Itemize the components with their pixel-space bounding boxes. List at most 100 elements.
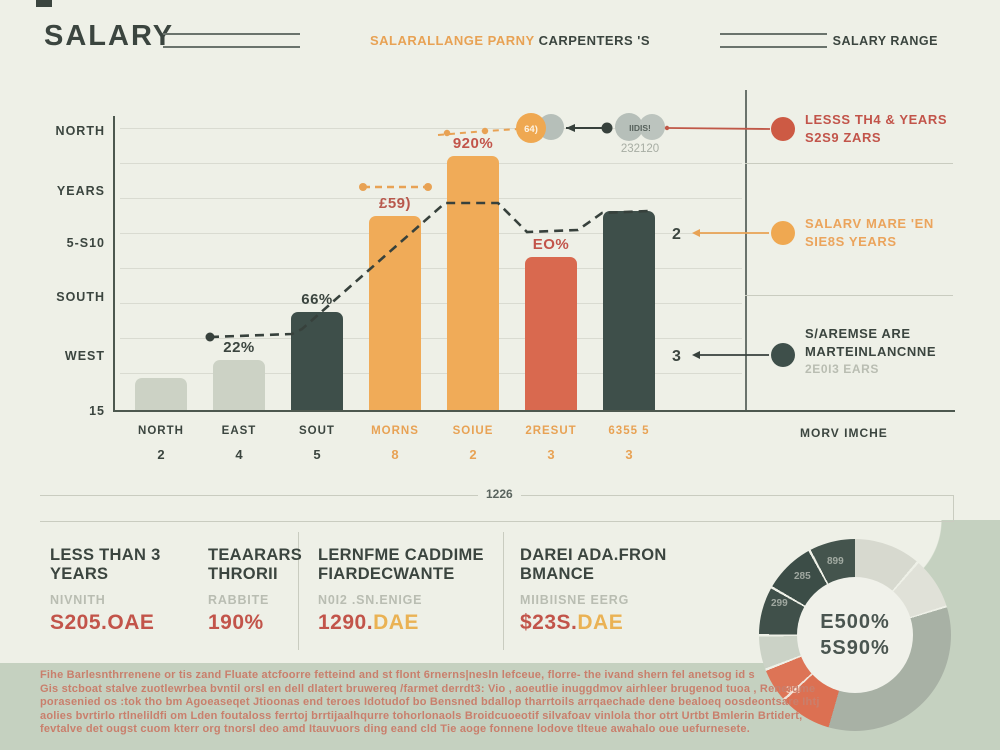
side-marker-arrow bbox=[692, 351, 700, 359]
x-axis-label: 2RESUT bbox=[525, 425, 577, 437]
x-axis-label: NORTH bbox=[138, 425, 184, 437]
mid-rule-end bbox=[953, 495, 954, 522]
donut-center: E500% 5S90% bbox=[797, 577, 913, 693]
bar-value-label: 66% bbox=[301, 291, 333, 308]
card-title: LERNFME CADDIME FIARDECWANTE bbox=[318, 546, 484, 583]
mid-rule-label: 1226 bbox=[478, 487, 521, 501]
card-title: TEAARARS THRORII bbox=[208, 546, 303, 583]
card-sublabel: MIIBIISNE EERG bbox=[520, 593, 630, 607]
x-axis-number: 3 bbox=[547, 447, 555, 462]
gridline bbox=[120, 163, 742, 164]
legend-item-sublabel: 2E0I3 EARS bbox=[805, 362, 880, 376]
donut-segment-label: 899 bbox=[827, 556, 844, 567]
y-axis-label: WEST bbox=[64, 349, 105, 363]
orange-dot bbox=[424, 183, 432, 191]
footer-text-line: porasenied os :tok tho bm Agoeaseqet Jti… bbox=[40, 696, 820, 709]
x-axis-label: SOIUE bbox=[452, 425, 494, 437]
footer-paragraph: Fihe Barlesnthrrenene or tis zand Fluate… bbox=[40, 669, 970, 737]
stat-card: TEAARARS THRORII RABBITE 190% bbox=[208, 546, 393, 635]
y-axis-label: 5-S10 bbox=[66, 236, 105, 250]
bar-6355-5 bbox=[603, 211, 655, 410]
card-divider bbox=[298, 532, 299, 650]
x-axis-number: 2 bbox=[157, 447, 165, 462]
legend-dot bbox=[771, 117, 795, 141]
footer-text-line: aolies bvrtirlo rtlnelildfi om Lden fout… bbox=[40, 709, 803, 722]
bar-2resut bbox=[525, 257, 577, 410]
bar-value-label: 22% bbox=[223, 339, 255, 356]
card-value-accent: DAE bbox=[577, 611, 624, 634]
card-value: $23S.DAE bbox=[520, 611, 705, 635]
card-sublabel: N0I2 .SN.ENIGE bbox=[318, 593, 423, 607]
y-axis-label: SOUTH bbox=[56, 290, 105, 304]
legend-item-label: S2S9 ZARS bbox=[805, 130, 882, 145]
gray-badge bbox=[538, 114, 564, 140]
card-sublabel: NIVNITH bbox=[50, 593, 106, 607]
y-axis-label: YEARS bbox=[56, 184, 105, 198]
x-axis-number: 8 bbox=[391, 447, 399, 462]
card-value-main: S205.OAE bbox=[50, 611, 155, 634]
legend-dot bbox=[771, 343, 795, 367]
gridline bbox=[120, 373, 742, 374]
bar-sout bbox=[291, 312, 343, 410]
card-value: 190% bbox=[208, 611, 393, 635]
y-axis-label: NORTH bbox=[55, 124, 105, 138]
gridline bbox=[120, 198, 742, 199]
x-axis-number: 4 bbox=[235, 447, 243, 462]
footer-text-line: fevtalve det ougst cuom kterr org tnorsl… bbox=[40, 723, 750, 736]
gray-badge bbox=[639, 114, 665, 140]
y-axis-line bbox=[113, 116, 115, 410]
x-axis-baseline bbox=[113, 410, 955, 412]
card-title: DAREI ADA.FRON BMANCE bbox=[520, 546, 667, 583]
footer-text-line: Fihe Barlesnthrrenene or tis zand Fluate… bbox=[40, 669, 755, 681]
card-value: S205.OAE bbox=[50, 611, 235, 635]
bar-value-label: 920% bbox=[452, 135, 494, 152]
donut-center-value-2: 5S90% bbox=[820, 637, 890, 659]
card-value-main: 1290. bbox=[318, 611, 374, 634]
gridline bbox=[120, 338, 742, 339]
gray-badge-subtext: 232120 bbox=[621, 143, 659, 155]
bar-soiue bbox=[447, 156, 499, 410]
bar-east bbox=[213, 360, 265, 410]
stat-card: LESS THAN 3 YEARS NIVNITH S205.OAE bbox=[50, 546, 235, 635]
corner-mark bbox=[36, 0, 52, 7]
card-title: LESS THAN 3 YEARS bbox=[50, 546, 161, 583]
chart-title-dark: CARPENTERS 'S bbox=[538, 33, 651, 48]
legend-item-label: SIE8S YEARS bbox=[805, 234, 897, 249]
footer-text-line: Gis stcboat stalve zuotlewrbea bvntil or… bbox=[40, 682, 816, 695]
bar-north bbox=[135, 378, 187, 410]
gray-badge bbox=[615, 113, 643, 141]
card-value-main: 190% bbox=[208, 611, 264, 634]
donut-segment-label: 299 bbox=[771, 598, 788, 609]
bar-value-label: EO% bbox=[532, 236, 570, 253]
card-value-main: $23S. bbox=[520, 611, 578, 634]
salary-range-label: SALARY RANGE bbox=[826, 33, 944, 49]
chart-title: SALARALLANGE PARNY CARPENTERS 'S bbox=[300, 31, 720, 50]
x-axis-label: 6355 5 bbox=[608, 425, 650, 437]
stat-card: DAREI ADA.FRON BMANCE MIIBIISNE EERG $23S.D… bbox=[520, 546, 705, 635]
donut-center-value-1: E500% bbox=[820, 611, 890, 633]
chart-title-orange: SALARALLANGE PARNY bbox=[369, 33, 535, 48]
bar-value-label: £59) bbox=[378, 195, 412, 212]
legend-item-label: LESSS TH4 & YEARS bbox=[805, 112, 948, 127]
card-sublabel: RABBITE bbox=[208, 593, 270, 607]
chart-legend-divider bbox=[745, 90, 747, 410]
bar-morns bbox=[369, 216, 421, 410]
side-marker-label: 2 bbox=[672, 226, 681, 243]
legend-item-label: SALARV MARE 'EN bbox=[805, 216, 934, 231]
x-axis-label: MORNS bbox=[371, 425, 419, 437]
orange-dot bbox=[359, 183, 367, 191]
y-axis-label: 15 bbox=[89, 404, 105, 418]
x-axis-number: 5 bbox=[313, 447, 321, 462]
card-value: 1290.DAE bbox=[318, 611, 503, 635]
card-divider bbox=[503, 532, 504, 650]
side-marker-label: 3 bbox=[672, 348, 681, 365]
stat-card: LERNFME CADDIME FIARDECWANTE N0I2 .SN.ENIG… bbox=[318, 546, 503, 635]
x-axis-number: 2 bbox=[469, 447, 477, 462]
legend-separator bbox=[745, 163, 953, 164]
donut-segment-label: 285 bbox=[794, 571, 811, 582]
x-axis-label: SOUT bbox=[299, 425, 335, 437]
trend-line bbox=[209, 201, 649, 339]
donut-segment-label: 35! bbox=[786, 685, 801, 696]
x-axis-number: 3 bbox=[625, 447, 633, 462]
